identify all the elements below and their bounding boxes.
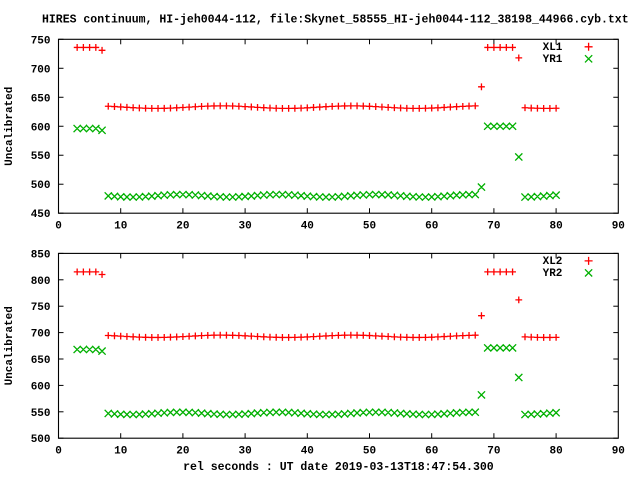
svg-text:XL2: XL2 [543, 256, 563, 268]
svg-text:rel seconds : UT date 2019-03-: rel seconds : UT date 2019-03-13T18:47:5… [183, 461, 494, 474]
svg-text:80: 80 [549, 221, 562, 233]
svg-text:80: 80 [549, 446, 562, 458]
svg-text:0: 0 [55, 221, 62, 233]
svg-text:60: 60 [425, 221, 438, 233]
svg-text:800: 800 [31, 276, 51, 288]
svg-text:YR1: YR1 [543, 54, 563, 66]
svg-text:90: 90 [612, 446, 625, 458]
svg-text:600: 600 [31, 122, 51, 134]
svg-text:700: 700 [31, 329, 51, 341]
svg-text:XL1: XL1 [543, 42, 563, 54]
svg-text:750: 750 [31, 35, 51, 47]
svg-text:650: 650 [31, 355, 51, 367]
svg-text:YR2: YR2 [543, 268, 563, 280]
svg-text:Uncalibrated: Uncalibrated [4, 87, 16, 166]
svg-text:HIRES continuum, HI-jeh0044-11: HIRES continuum, HI-jeh0044-112, file:Sk… [42, 14, 629, 27]
svg-text:90: 90 [612, 221, 625, 233]
svg-text:600: 600 [31, 381, 51, 393]
svg-text:30: 30 [238, 221, 251, 233]
svg-text:750: 750 [31, 302, 51, 314]
svg-text:550: 550 [31, 408, 51, 420]
svg-text:450: 450 [31, 209, 51, 221]
svg-text:0: 0 [55, 446, 62, 458]
svg-text:40: 40 [301, 221, 314, 233]
svg-text:20: 20 [176, 446, 189, 458]
svg-text:Uncalibrated: Uncalibrated [4, 306, 16, 385]
svg-text:20: 20 [176, 221, 189, 233]
svg-text:40: 40 [301, 446, 314, 458]
svg-text:70: 70 [487, 221, 500, 233]
svg-text:50: 50 [363, 446, 376, 458]
svg-text:850: 850 [31, 249, 51, 261]
svg-text:10: 10 [114, 446, 127, 458]
svg-text:30: 30 [238, 446, 251, 458]
svg-text:50: 50 [363, 221, 376, 233]
svg-text:700: 700 [31, 64, 51, 76]
svg-text:60: 60 [425, 446, 438, 458]
svg-text:500: 500 [31, 434, 51, 446]
svg-text:650: 650 [31, 93, 51, 105]
svg-text:550: 550 [31, 151, 51, 163]
svg-text:70: 70 [487, 446, 500, 458]
svg-text:500: 500 [31, 180, 51, 192]
svg-text:10: 10 [114, 221, 127, 233]
